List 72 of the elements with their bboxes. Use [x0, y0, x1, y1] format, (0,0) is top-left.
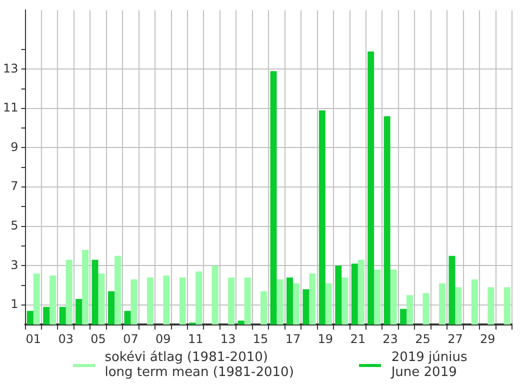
x-tick-label: 21	[350, 332, 366, 346]
y-tick-label: 5	[10, 218, 18, 232]
y-tick-label: 1	[10, 297, 18, 312]
y-tick-label: 7	[10, 179, 18, 194]
x-tick-label: 03	[58, 332, 74, 346]
bar	[286, 277, 293, 325]
bar	[448, 256, 456, 325]
bar	[260, 291, 268, 325]
bar	[390, 270, 397, 325]
bar	[384, 116, 390, 325]
bar	[358, 260, 364, 325]
bar	[228, 277, 235, 325]
x-tick-label: 01	[26, 332, 42, 346]
bar	[325, 283, 332, 325]
bar	[342, 277, 348, 325]
bar	[163, 275, 170, 325]
bar	[50, 275, 56, 325]
bar	[146, 277, 154, 325]
bar	[270, 71, 277, 325]
bar	[276, 279, 284, 325]
bar	[179, 277, 186, 325]
bar	[488, 287, 494, 325]
x-tick-label: 19	[318, 332, 334, 346]
legend-label: sokévi átlag (1981-2010) long term mean (1981-2010)	[104, 350, 294, 380]
bar	[292, 283, 300, 325]
x-tick-label: 09	[156, 332, 171, 346]
bar	[82, 250, 89, 325]
x-tick-label: 17	[285, 332, 301, 346]
bar	[504, 287, 510, 325]
bar	[238, 320, 244, 325]
bar	[318, 110, 326, 325]
bar	[309, 274, 316, 325]
bar	[368, 51, 374, 325]
legend-label: 2019 június June 2019	[391, 350, 468, 380]
bar	[455, 287, 462, 325]
x-tick-label: 05	[90, 332, 106, 346]
bar	[43, 306, 50, 325]
x-tick-label: 25	[415, 332, 430, 346]
bar	[302, 289, 310, 325]
bar	[351, 264, 358, 325]
x-tick-label: 27	[448, 332, 463, 346]
bar	[438, 283, 446, 325]
x-tick-label: 07	[123, 332, 138, 346]
bar	[374, 270, 381, 325]
y-tick-label: 13	[2, 61, 18, 76]
bar	[92, 260, 98, 325]
x-tick-label: 23	[382, 332, 398, 346]
x-tick-label: 29	[480, 332, 496, 346]
bar	[244, 277, 251, 325]
bar	[59, 306, 66, 325]
bar	[26, 310, 34, 325]
y-tick-label: 11	[2, 100, 18, 115]
y-tick-label: 3	[10, 258, 18, 272]
bar	[108, 291, 115, 325]
x-tick-label: 11	[188, 332, 204, 346]
bar	[98, 274, 105, 325]
bar	[124, 310, 131, 325]
bar	[76, 299, 82, 325]
bar	[130, 279, 138, 325]
bar	[400, 308, 407, 325]
bar	[406, 295, 414, 325]
bar	[335, 266, 342, 325]
y-tick-label: 9	[10, 140, 18, 154]
bar	[212, 266, 218, 325]
bar	[422, 293, 430, 325]
bar	[471, 279, 478, 325]
bar	[196, 272, 202, 325]
bar	[114, 256, 121, 325]
x-tick-label: 15	[252, 332, 268, 346]
bar	[66, 260, 72, 325]
x-tick-label: 13	[220, 332, 236, 346]
bar	[33, 274, 40, 325]
